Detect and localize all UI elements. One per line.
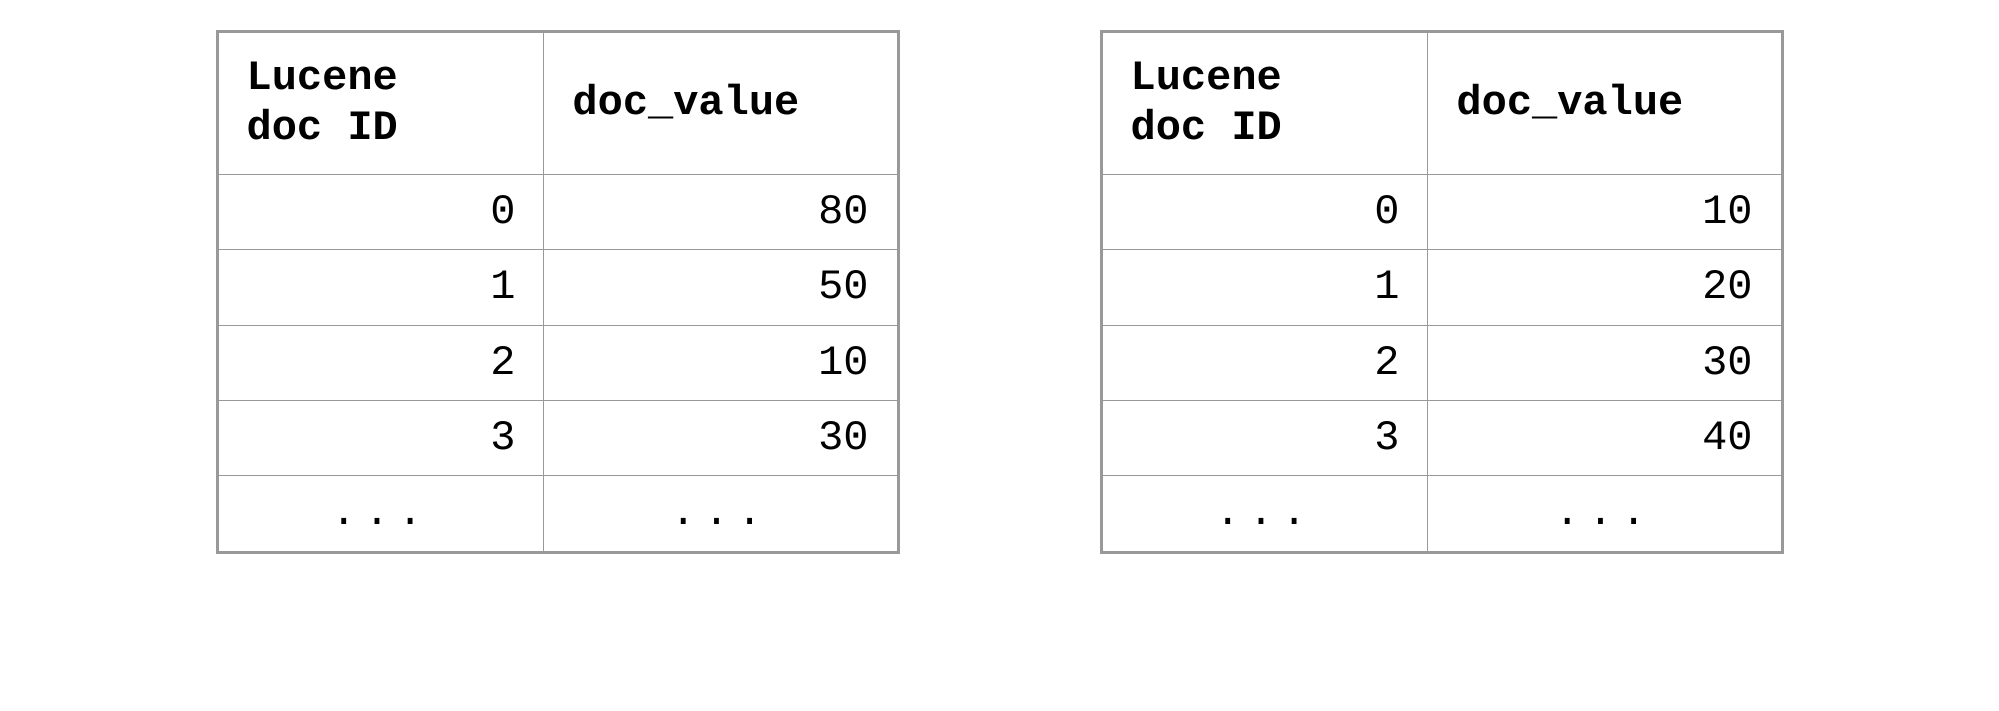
left-cell-id: 0 <box>218 174 544 249</box>
table-row: ... ... <box>1102 476 1781 551</box>
right-table: Lucenedoc ID doc_value 0 10 1 20 2 30 3 … <box>1102 32 1782 552</box>
left-cell-ellipsis: ... <box>544 476 897 551</box>
right-cell-id: 3 <box>1102 400 1428 475</box>
table-row: 3 30 <box>218 400 897 475</box>
right-cell-ellipsis: ... <box>1102 476 1428 551</box>
table-header-row: Lucenedoc ID doc_value <box>218 33 897 175</box>
left-cell-value: 80 <box>544 174 897 249</box>
table-row: 1 20 <box>1102 250 1781 325</box>
right-cell-id: 0 <box>1102 174 1428 249</box>
table-row: 3 40 <box>1102 400 1781 475</box>
left-cell-value: 50 <box>544 250 897 325</box>
left-header-value: doc_value <box>544 33 897 175</box>
table-header-row: Lucenedoc ID doc_value <box>1102 33 1781 175</box>
left-cell-id: 2 <box>218 325 544 400</box>
left-cell-value: 10 <box>544 325 897 400</box>
left-table: Lucenedoc ID doc_value 0 80 1 50 2 10 3 … <box>218 32 898 552</box>
right-header-value: doc_value <box>1428 33 1781 175</box>
left-header-id: Lucenedoc ID <box>218 33 544 175</box>
right-cell-id: 1 <box>1102 250 1428 325</box>
table-row: 2 30 <box>1102 325 1781 400</box>
table-row: 0 80 <box>218 174 897 249</box>
right-cell-value: 30 <box>1428 325 1781 400</box>
table-row: 2 10 <box>218 325 897 400</box>
right-cell-ellipsis: ... <box>1428 476 1781 551</box>
table-row: 0 10 <box>1102 174 1781 249</box>
right-cell-value: 40 <box>1428 400 1781 475</box>
table-row: 1 50 <box>218 250 897 325</box>
left-cell-value: 30 <box>544 400 897 475</box>
right-header-id: Lucenedoc ID <box>1102 33 1428 175</box>
table-row: ... ... <box>218 476 897 551</box>
right-cell-value: 20 <box>1428 250 1781 325</box>
right-cell-value: 10 <box>1428 174 1781 249</box>
left-cell-id: 3 <box>218 400 544 475</box>
right-cell-id: 2 <box>1102 325 1428 400</box>
left-cell-id: 1 <box>218 250 544 325</box>
right-table-container: Lucenedoc ID doc_value 0 10 1 20 2 30 3 … <box>1100 30 1784 554</box>
left-cell-ellipsis: ... <box>218 476 544 551</box>
left-table-container: Lucenedoc ID doc_value 0 80 1 50 2 10 3 … <box>216 30 900 554</box>
